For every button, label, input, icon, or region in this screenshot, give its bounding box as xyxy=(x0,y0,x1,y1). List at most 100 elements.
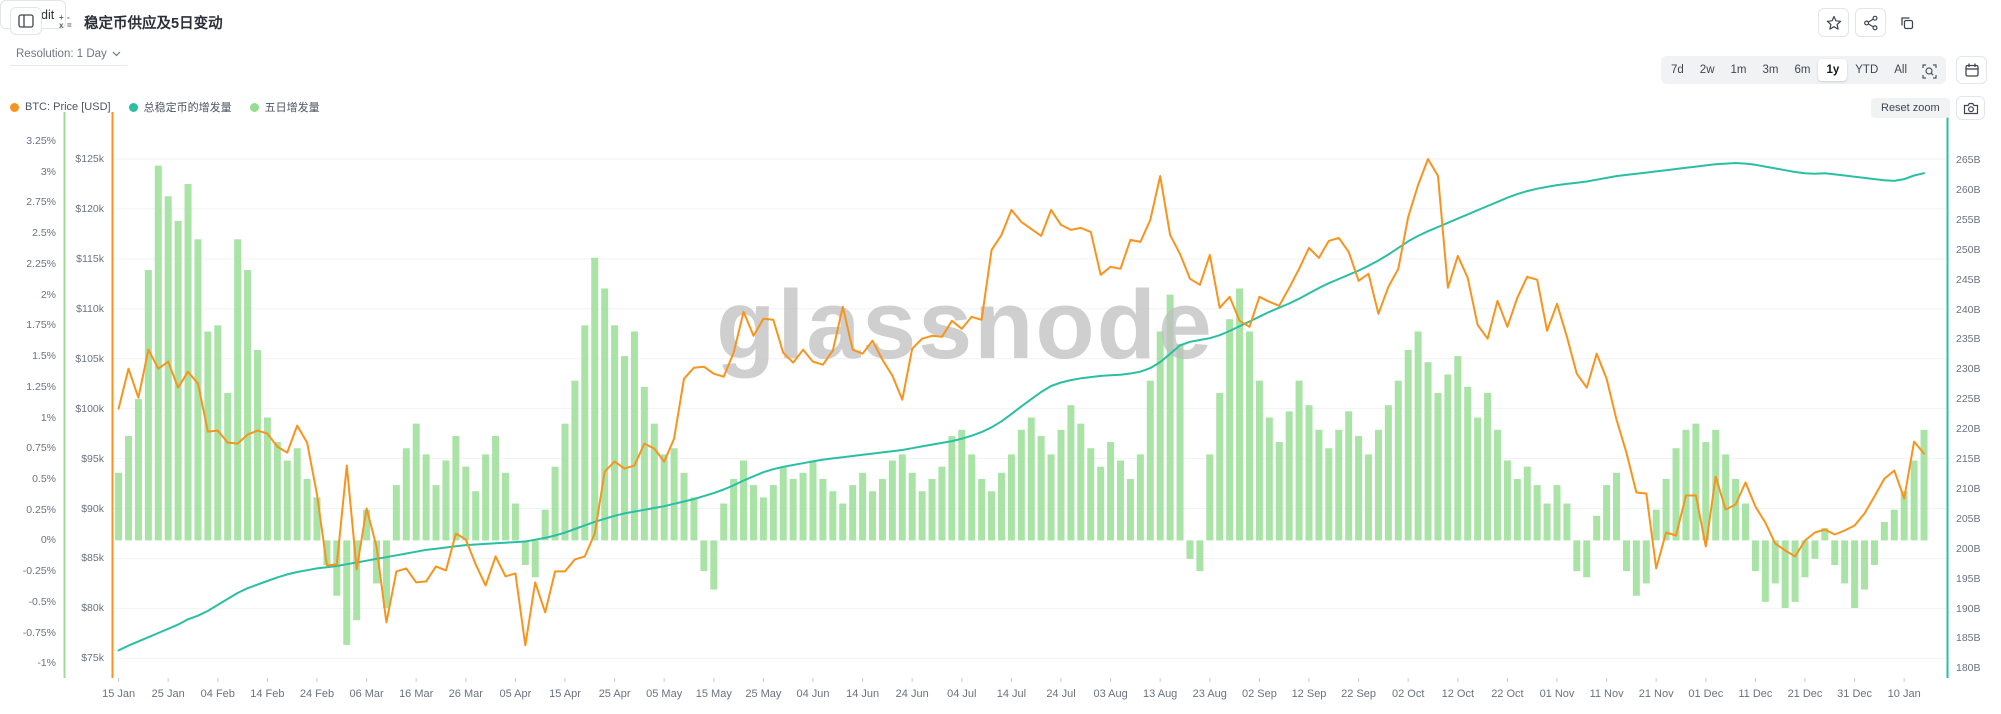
bar-5day-issuance xyxy=(1077,423,1085,541)
bar-5day-issuance xyxy=(809,460,817,541)
bar-5day-issuance xyxy=(978,478,986,541)
bar-5day-issuance xyxy=(769,485,777,541)
bar-5day-issuance xyxy=(700,540,708,572)
bar-5day-issuance xyxy=(1900,491,1908,541)
bar-5day-issuance xyxy=(710,540,718,590)
bar-5day-issuance xyxy=(422,454,430,541)
bar-5day-issuance xyxy=(1384,405,1392,541)
bar-5day-issuance xyxy=(1642,540,1650,584)
camera-icon xyxy=(1963,101,1979,115)
bar-5day-issuance xyxy=(333,540,341,596)
bar-5day-issuance xyxy=(125,435,133,541)
bar-5day-issuance xyxy=(918,491,926,541)
bar-5day-issuance xyxy=(1920,429,1928,541)
bar-5day-issuance xyxy=(1831,540,1839,565)
bar-5day-issuance xyxy=(521,540,529,565)
bar-5day-issuance xyxy=(611,325,619,541)
share-button[interactable] xyxy=(1855,8,1886,37)
bar-5day-issuance xyxy=(432,485,440,541)
bar-5day-issuance xyxy=(799,472,807,541)
bar-5day-issuance xyxy=(204,331,212,541)
favorite-button[interactable] xyxy=(1818,8,1849,37)
bar-5day-issuance xyxy=(273,442,281,541)
range-button-1m[interactable]: 1m xyxy=(1723,59,1755,81)
svg-text:+: + xyxy=(59,13,64,22)
bar-5day-issuance xyxy=(224,392,232,541)
bar-5day-issuance xyxy=(323,540,331,565)
bar-5day-issuance xyxy=(1226,319,1234,541)
bar-5day-issuance xyxy=(680,472,688,541)
bar-5day-issuance xyxy=(263,417,271,541)
bar-5day-issuance xyxy=(1662,478,1670,541)
bar-5day-issuance xyxy=(1622,540,1630,572)
bar-5day-issuance xyxy=(1583,540,1591,578)
legend-dot-orange xyxy=(10,102,19,112)
bar-5day-issuance xyxy=(1732,478,1740,541)
sidebar-toggle-button[interactable] xyxy=(10,7,42,35)
bar-5day-issuance xyxy=(1603,485,1611,541)
bar-5day-issuance xyxy=(938,466,946,541)
bar-5day-issuance xyxy=(1851,540,1859,608)
screenshot-button[interactable] xyxy=(1956,96,1985,120)
bar-5day-issuance xyxy=(1553,485,1561,541)
share-icon xyxy=(1863,15,1879,31)
bar-5day-issuance xyxy=(690,497,698,541)
bar-5day-issuance xyxy=(1037,435,1045,541)
bar-5day-issuance xyxy=(1672,448,1680,541)
chevron-down-icon xyxy=(112,51,121,57)
bar-5day-issuance xyxy=(531,540,539,578)
bar-5day-issuance xyxy=(740,460,748,541)
bar-5day-issuance xyxy=(343,540,351,645)
bar-5day-issuance xyxy=(1533,485,1541,541)
reset-zoom-button[interactable]: Reset zoom xyxy=(1871,98,1950,118)
legend-label: 总稳定币的增发量 xyxy=(143,102,232,114)
legend-item-stablecoin-supply[interactable]: 总稳定币的增发量 xyxy=(128,99,232,115)
bar-5day-issuance xyxy=(1176,343,1184,541)
duplicate-button[interactable] xyxy=(1892,8,1922,37)
bar-5day-issuance xyxy=(313,497,321,541)
bar-5day-issuance xyxy=(591,257,599,541)
bar-5day-issuance xyxy=(1265,417,1273,541)
range-button-7d[interactable]: 7d xyxy=(1663,59,1692,81)
bar-5day-issuance xyxy=(1801,540,1809,578)
range-button-6m[interactable]: 6m xyxy=(1786,59,1818,81)
bar-5day-issuance xyxy=(164,196,172,541)
range-button-1y[interactable]: 1y xyxy=(1818,59,1848,81)
bar-5day-issuance xyxy=(749,485,757,541)
bar-5day-issuance xyxy=(115,472,123,541)
range-button-YTD[interactable]: YTD xyxy=(1847,59,1886,81)
bar-5day-issuance xyxy=(392,485,400,541)
bar-5day-issuance xyxy=(303,478,311,541)
bar-5day-issuance xyxy=(1652,509,1660,541)
range-button-All[interactable]: All xyxy=(1886,59,1915,81)
bar-5day-issuance xyxy=(1682,429,1690,541)
bar-5day-issuance xyxy=(283,460,291,541)
legend-dot-green xyxy=(249,102,259,112)
bar-5day-issuance xyxy=(1444,374,1452,541)
bar-5day-issuance xyxy=(869,491,877,541)
svg-text:=: = xyxy=(67,21,72,29)
range-button-3m[interactable]: 3m xyxy=(1754,59,1786,81)
legend-label: 五日增发量 xyxy=(264,102,320,114)
bar-5day-issuance xyxy=(1117,460,1125,541)
bar-5day-issuance xyxy=(779,466,787,541)
calendar-icon xyxy=(1964,62,1980,78)
calendar-button[interactable] xyxy=(1956,56,1987,84)
resolution-dropdown[interactable]: Resolution: 1 Day xyxy=(10,47,127,66)
bar-5day-issuance xyxy=(898,454,906,541)
bar-5day-issuance xyxy=(1017,429,1025,541)
bar-5day-issuance xyxy=(968,454,976,541)
bar-5day-issuance xyxy=(501,472,509,541)
bar-5day-issuance xyxy=(134,399,142,541)
bar-5day-issuance xyxy=(1573,540,1581,572)
legend-item-btc-price[interactable]: BTC: Price [USD] xyxy=(10,101,111,113)
bar-5day-issuance xyxy=(1454,356,1462,541)
page-title: 稳定币供应及5日变动 xyxy=(84,16,223,32)
legend-item-5day-issuance[interactable]: 五日增发量 xyxy=(249,99,320,115)
bar-5day-issuance xyxy=(1811,540,1819,559)
range-button-2w[interactable]: 2w xyxy=(1692,59,1723,81)
svg-text:-: - xyxy=(67,13,70,22)
bar-5day-issuance xyxy=(363,509,371,541)
zoom-area-button[interactable] xyxy=(1915,60,1944,81)
